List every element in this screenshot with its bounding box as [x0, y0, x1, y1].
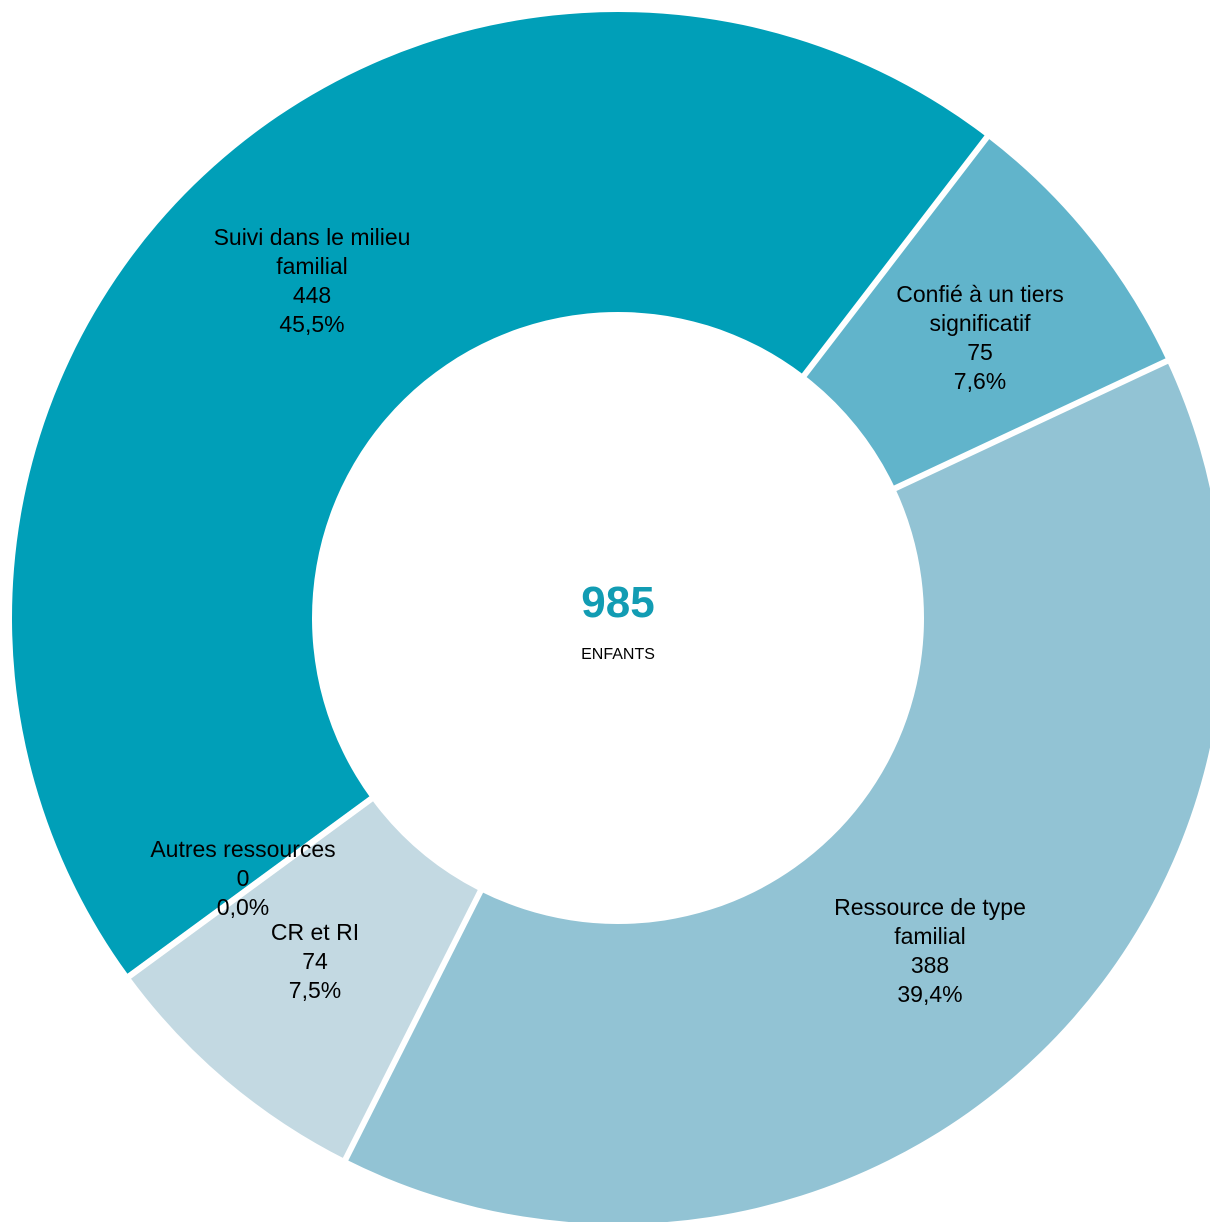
slice-percent-text: 45,5% — [279, 311, 344, 337]
slice-value-text: 448 — [293, 282, 331, 308]
slice-value-text: 0 — [237, 865, 250, 891]
slice-label-5: Suivi dans le milieu familial 448 45,5% — [214, 224, 411, 337]
slices-group — [11, 11, 1210, 1225]
slice-percent-text: 7,6% — [954, 368, 1006, 394]
slice-name-text: Ressource de type — [834, 894, 1026, 920]
slice-separator — [124, 795, 375, 981]
slice-label-3: CR et RI 74 7,5% — [271, 919, 359, 1003]
slice-name-text: familial — [894, 923, 966, 949]
slice-separator — [892, 356, 1172, 492]
center-total-value: 985 — [581, 578, 654, 627]
labels-group: Confié à un tiers significatif 75 7,6% Resso… — [150, 224, 1063, 1007]
slice-value-text: 74 — [302, 948, 328, 974]
slice-percent-text: 39,4% — [897, 981, 962, 1007]
slice-label-1: Confié à un tiers significatif 75 7,6% — [896, 281, 1063, 394]
slice-value-text: 388 — [911, 952, 949, 978]
center-total-label: ENFANTS — [581, 646, 655, 663]
slice-percent-text: 0,0% — [217, 894, 269, 920]
slice-name-text: Autres ressources — [150, 836, 335, 862]
slice-label-2: Ressource de type familial 388 39,4% — [834, 894, 1026, 1007]
slice-separator — [800, 132, 992, 379]
slice-5 — [11, 11, 987, 977]
slice-name-text: Suivi dans le milieu — [214, 224, 411, 250]
slice-percent-text: 7,5% — [289, 977, 341, 1003]
slice-2 — [345, 361, 1210, 1225]
slice-name-text: CR et RI — [271, 919, 359, 945]
slice-3 — [129, 798, 481, 1160]
slice-name-text: significatif — [930, 310, 1032, 336]
slice-name-text: familial — [276, 253, 348, 279]
slice-label-4: Autres ressources 0 0,0% — [150, 836, 335, 920]
slice-value-text: 75 — [967, 339, 993, 365]
slice-name-text: Confié à un tiers — [896, 281, 1063, 307]
slice-separator — [341, 888, 485, 1165]
